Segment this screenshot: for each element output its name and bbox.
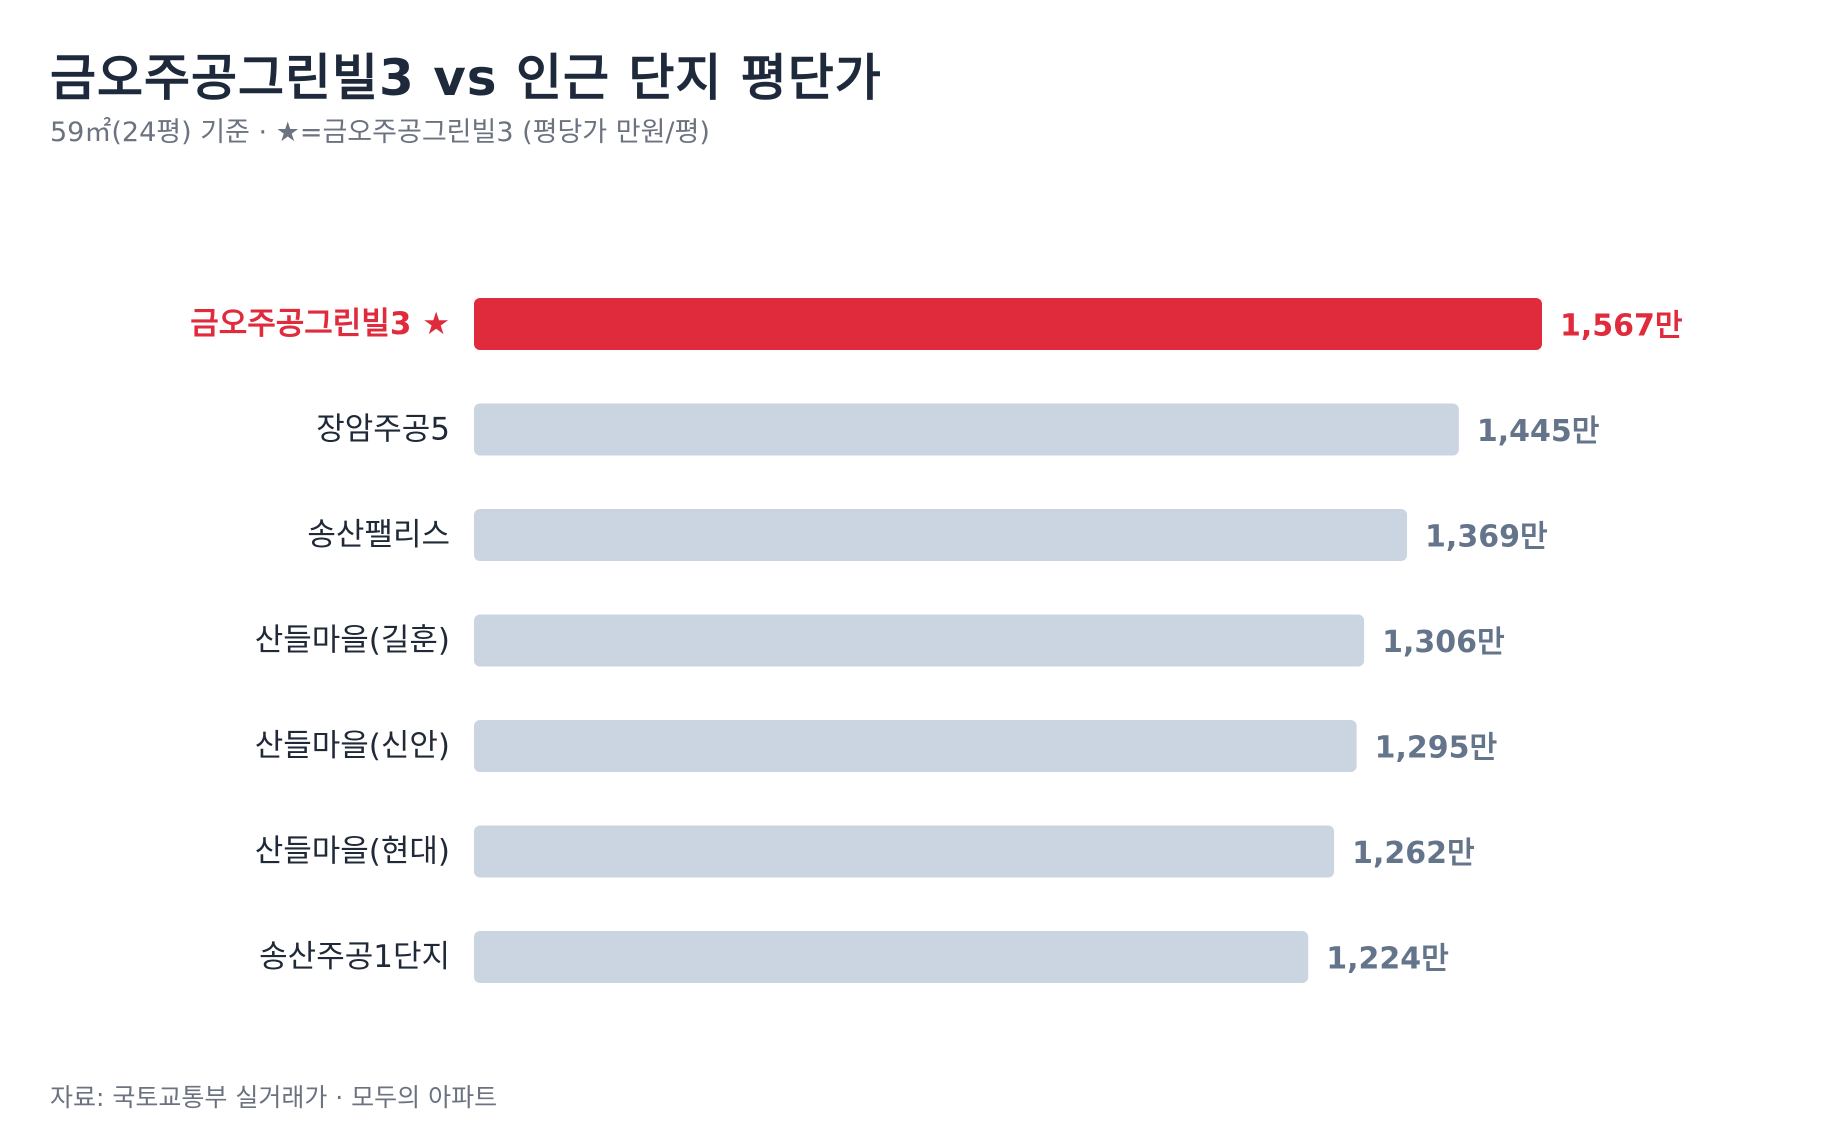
category-label-0: 금오주공그린빌3 ★ <box>190 306 450 342</box>
category-label-4: 산들마을(신안) <box>255 728 450 764</box>
bar-4 <box>474 720 1357 772</box>
value-label-0: 1,567만 <box>1560 309 1683 344</box>
value-label-3: 1,306만 <box>1382 625 1505 660</box>
chart-subtitle: 59㎡(24평) 기준 · ★=금오주공그린빌3 (평당가 만원/평) <box>50 117 710 148</box>
bar-1 <box>474 403 1459 456</box>
bar-0 <box>474 298 1542 350</box>
chart-title: 금오주공그린빌3 vs 인근 단지 평단가 <box>50 49 882 107</box>
category-label-5: 산들마을(현대) <box>255 834 450 870</box>
value-label-4: 1,295만 <box>1375 731 1498 766</box>
value-label-5: 1,262만 <box>1352 836 1475 871</box>
value-label-1: 1,445만 <box>1477 414 1600 449</box>
bar-2 <box>474 509 1408 561</box>
value-label-2: 1,369만 <box>1425 520 1548 555</box>
bar-5 <box>474 825 1335 878</box>
value-label-6: 1,224만 <box>1326 942 1449 977</box>
bar-6 <box>474 931 1309 983</box>
category-label-2: 송산팰리스 <box>307 517 450 553</box>
source-note: 자료: 국토교통부 실거래가 · 모두의 아파트 <box>50 1083 498 1112</box>
category-label-3: 산들마을(길훈) <box>255 623 450 659</box>
category-label-6: 송산주공1단지 <box>259 939 450 975</box>
category-label-1: 장암주공5 <box>316 412 450 448</box>
bar-3 <box>474 614 1365 667</box>
